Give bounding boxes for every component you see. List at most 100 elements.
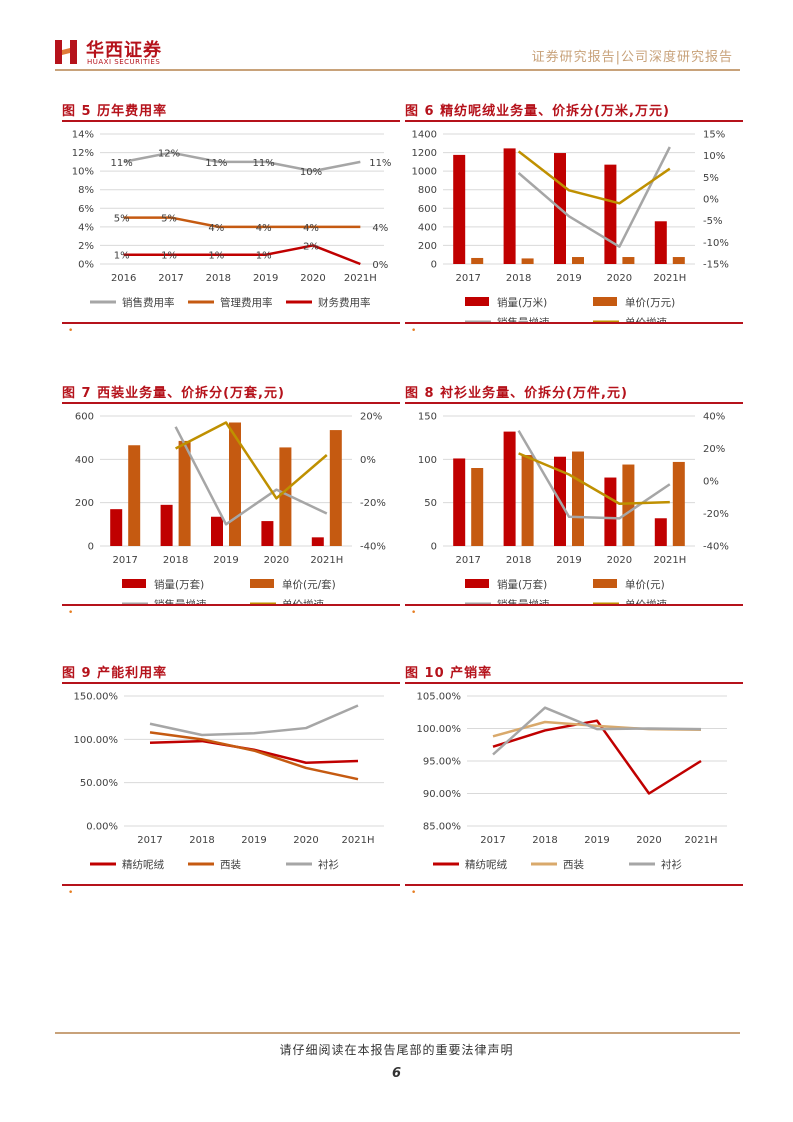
y-tick-label: 100 <box>418 455 437 466</box>
legend-label: 管理费用率 <box>220 296 273 309</box>
data-label: 1% <box>161 251 177 262</box>
y-tick-label: 150 <box>418 412 437 423</box>
y-tick-label: 600 <box>75 412 94 423</box>
y2-tick-label: 0% <box>703 477 719 488</box>
y-tick-label: 6% <box>78 204 94 215</box>
series-line <box>492 719 702 795</box>
y2-tick-label: 0% <box>703 195 719 206</box>
x-tick-label: 2016 <box>111 273 136 284</box>
legend-label: 精纺呢绒 <box>122 858 164 871</box>
series-line <box>123 244 361 266</box>
data-label: 2% <box>303 241 319 252</box>
data-label: 11% <box>253 158 275 169</box>
data-label: 12% <box>158 149 180 160</box>
data-label: 1% <box>256 251 272 262</box>
y2-tick-label: 0% <box>360 455 376 466</box>
bar <box>672 461 685 546</box>
x-tick-label: 2020 <box>300 273 325 284</box>
series-line <box>149 704 359 737</box>
source-marker: • <box>68 326 74 336</box>
x-tick-label: 2017 <box>137 835 162 846</box>
report-header: 华西证券 HUAXI SECURITIES 证券研究报告|公司深度研究报告 <box>0 0 793 75</box>
figure-title: 图 9 产能利用率 <box>62 666 168 681</box>
y2-tick-label: 10% <box>703 151 725 162</box>
huaxi-logo-icon <box>55 40 77 64</box>
y-tick-label: 1200 <box>412 148 437 159</box>
y2-tick-label: 15% <box>703 130 725 141</box>
x-tick-label: 2021H <box>344 273 377 284</box>
data-label: 4% <box>256 223 272 234</box>
legend-label: 单价增速 <box>625 598 667 604</box>
suit-volume-price-chart: 0 200 400 600 -40% -20% 0% 20% 2017 2018 2019 2020 2… <box>75 412 386 604</box>
y2-tick-label: -10% <box>703 238 729 249</box>
x-tick-label: 2020 <box>607 273 632 284</box>
logo-english: HUAXI SECURITIES <box>87 58 161 66</box>
y2-tick-label: 40% <box>703 412 725 423</box>
y-tick-label: 85.00% <box>423 822 461 833</box>
bar <box>572 451 584 546</box>
legend-label: 销售费用率 <box>122 296 175 309</box>
bar <box>178 440 191 546</box>
x-tick-label: 2017 <box>158 273 183 284</box>
series-line <box>174 426 328 526</box>
y-tick-label: 0 <box>88 542 94 553</box>
y-tick-label: 8% <box>78 185 94 196</box>
x-tick-label: 2018 <box>506 273 531 284</box>
bar <box>110 509 123 546</box>
bar <box>329 430 342 546</box>
x-tick-label: 2019 <box>584 835 609 846</box>
legend-label: 单价增速 <box>282 598 324 604</box>
legend-swatch <box>250 579 274 588</box>
data-label: 4% <box>372 223 388 234</box>
series-line <box>123 151 361 173</box>
bar <box>622 464 635 546</box>
legend-swatch <box>465 579 489 588</box>
bar <box>604 164 617 264</box>
source-marker: • <box>411 608 417 618</box>
bar <box>654 518 667 546</box>
worsted-volume-price-chart: 0 200 400 600 800 1000 1200 1400 -15% -10% -5% 0% 5%… <box>412 130 729 322</box>
source-marker: • <box>411 888 417 898</box>
expense-ratio-chart: 0% 2% 4% 6% 8% 10% 12% 14% 2016 2017 2018 2019 2020 2… <box>72 130 392 310</box>
legend-swatch <box>593 297 617 306</box>
data-label: 1% <box>208 251 224 262</box>
series-line <box>517 146 671 248</box>
bar <box>211 516 223 546</box>
y2-tick-label: -20% <box>360 498 386 509</box>
y-tick-label: 200 <box>75 498 94 509</box>
y2-tick-label: -40% <box>703 542 729 553</box>
legend-label: 西装 <box>563 858 584 871</box>
legend-label: 销量(万套) <box>154 578 204 591</box>
y-tick-label: 1400 <box>412 130 437 141</box>
series-line <box>175 421 328 500</box>
x-tick-label: 2020 <box>636 835 661 846</box>
bar <box>604 477 617 546</box>
series-line <box>517 429 671 520</box>
bar <box>521 455 534 546</box>
footer-divider <box>55 1032 740 1034</box>
x-tick-label: 2021H <box>310 555 343 566</box>
series-line <box>492 706 702 756</box>
series-line <box>123 216 361 229</box>
x-tick-label: 2021H <box>342 835 375 846</box>
x-tick-label: 2017 <box>455 555 480 566</box>
y-tick-label: 95.00% <box>423 757 461 768</box>
legend-label: 财务费用率 <box>318 296 371 309</box>
bar <box>622 257 635 264</box>
x-tick-label: 2018 <box>532 835 557 846</box>
y-tick-label: 90.00% <box>423 789 461 800</box>
y2-tick-label: -5% <box>703 216 722 227</box>
x-tick-label: 2021H <box>653 555 686 566</box>
y-tick-label: 150.00% <box>74 692 119 703</box>
sales-production-ratio-chart: 85.00% 90.00% 95.00% 100.00% 105.00% 2017 2018… <box>417 692 727 871</box>
x-tick-label: 2019 <box>241 835 266 846</box>
data-label: 11% <box>369 158 391 169</box>
data-label: 10% <box>300 167 322 178</box>
series-line <box>518 452 670 505</box>
legend-label: 销售量增速 <box>154 598 207 604</box>
x-tick-label: 2017 <box>480 835 505 846</box>
bar <box>453 458 466 546</box>
y-tick-label: 0% <box>78 260 94 271</box>
data-label: 1% <box>114 251 130 262</box>
report-type: 证券研究报告|公司深度研究报告 <box>531 50 733 65</box>
